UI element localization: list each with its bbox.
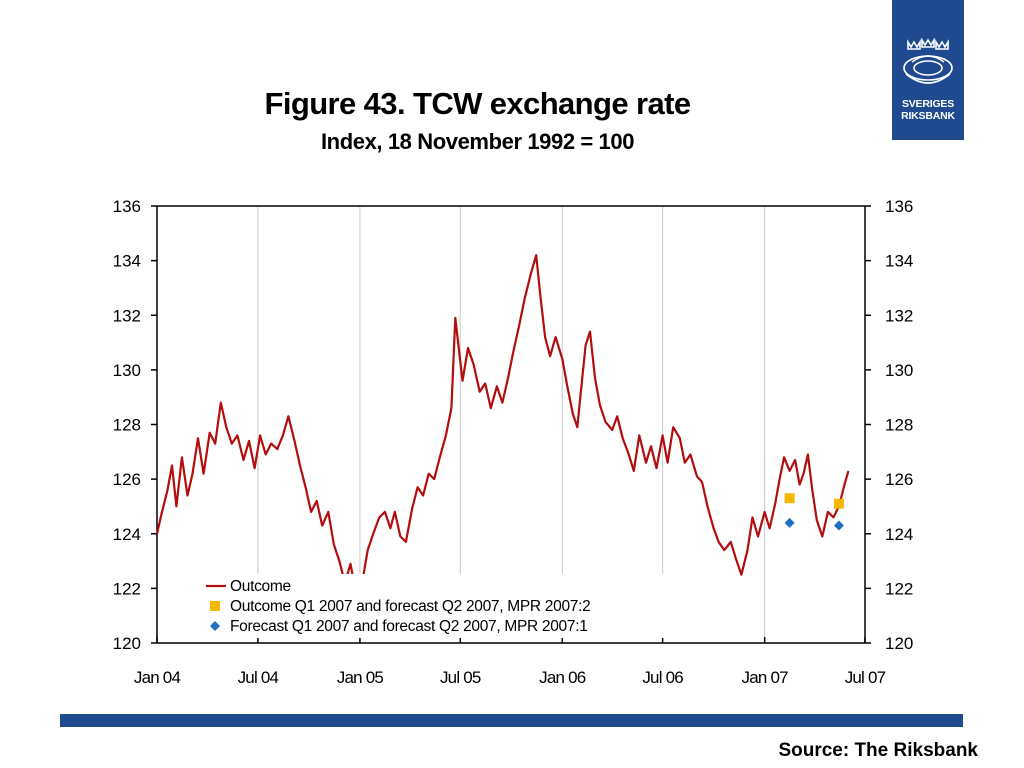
y-tick-label-left: 134 [113,252,141,271]
y-tick-label-left: 128 [113,416,141,435]
y-tick-label-left: 130 [113,361,141,380]
y-tick-label-right: 130 [885,361,913,380]
legend-label: Forecast Q1 2007 and forecast Q2 2007, M… [230,618,588,635]
x-tick-label: Jul 04 [238,668,279,687]
y-tick-label-right: 136 [885,197,913,216]
y-tick-label-left: 126 [113,470,141,489]
y-tick-label-left: 132 [113,306,141,325]
y-tick-label-left: 124 [113,525,141,544]
chart-subtitle: Index, 18 November 1992 = 100 [320,129,635,154]
x-tick-label: Jul 05 [440,668,481,687]
marker-diamond-mpr-2007-1 [833,520,844,531]
y-tick-label-right: 134 [885,252,913,271]
bottom-rule [60,714,963,727]
marker-diamond-mpr-2007-1 [784,517,795,528]
y-tick-label-right: 132 [885,306,913,325]
legend-box [204,574,672,638]
marker-square-mpr-2007-2 [784,493,795,504]
y-tick-label-left: 136 [113,197,141,216]
logo-text-line1: SVERIGES [901,98,955,110]
x-tick-label: Jan 06 [539,668,586,687]
riksbank-logo: SVERIGES RIKSBANK [892,0,964,140]
x-tick-label: Jan 07 [742,668,789,687]
x-tick-label: Jan 05 [337,668,384,687]
y-tick-label-left: 122 [113,579,141,598]
x-tick-label: Jul 06 [642,668,683,687]
legend-label: Outcome Q1 2007 and forecast Q2 2007, MP… [230,598,590,615]
x-tick-label: Jul 07 [845,668,886,687]
y-tick-label-right: 126 [885,470,913,489]
source-note: Source: The Riksbank [778,740,978,761]
y-tick-label-right: 124 [885,525,913,544]
legend-swatch-square [210,601,220,611]
marker-square-mpr-2007-2 [833,498,844,509]
legend-label: Outcome [230,578,291,595]
x-tick-label: Jan 04 [134,668,181,687]
y-tick-label-right: 122 [885,579,913,598]
line-chart: Jan 04 Jul 04 Jan 05 Jul 05 Jan 06 Jul 06 Jan … [113,197,914,687]
riksbank-crest-icon [903,38,953,84]
y-tick-label-left: 120 [113,634,141,653]
y-tick-label-right: 120 [885,634,913,653]
logo-text-line2: RIKSBANK [901,110,955,122]
y-tick-label-right: 128 [885,416,913,435]
chart-title: Figure 43. TCW exchange rate [264,86,692,121]
series-line-outcome [155,254,850,595]
legend-swatch-diamond [210,621,220,631]
